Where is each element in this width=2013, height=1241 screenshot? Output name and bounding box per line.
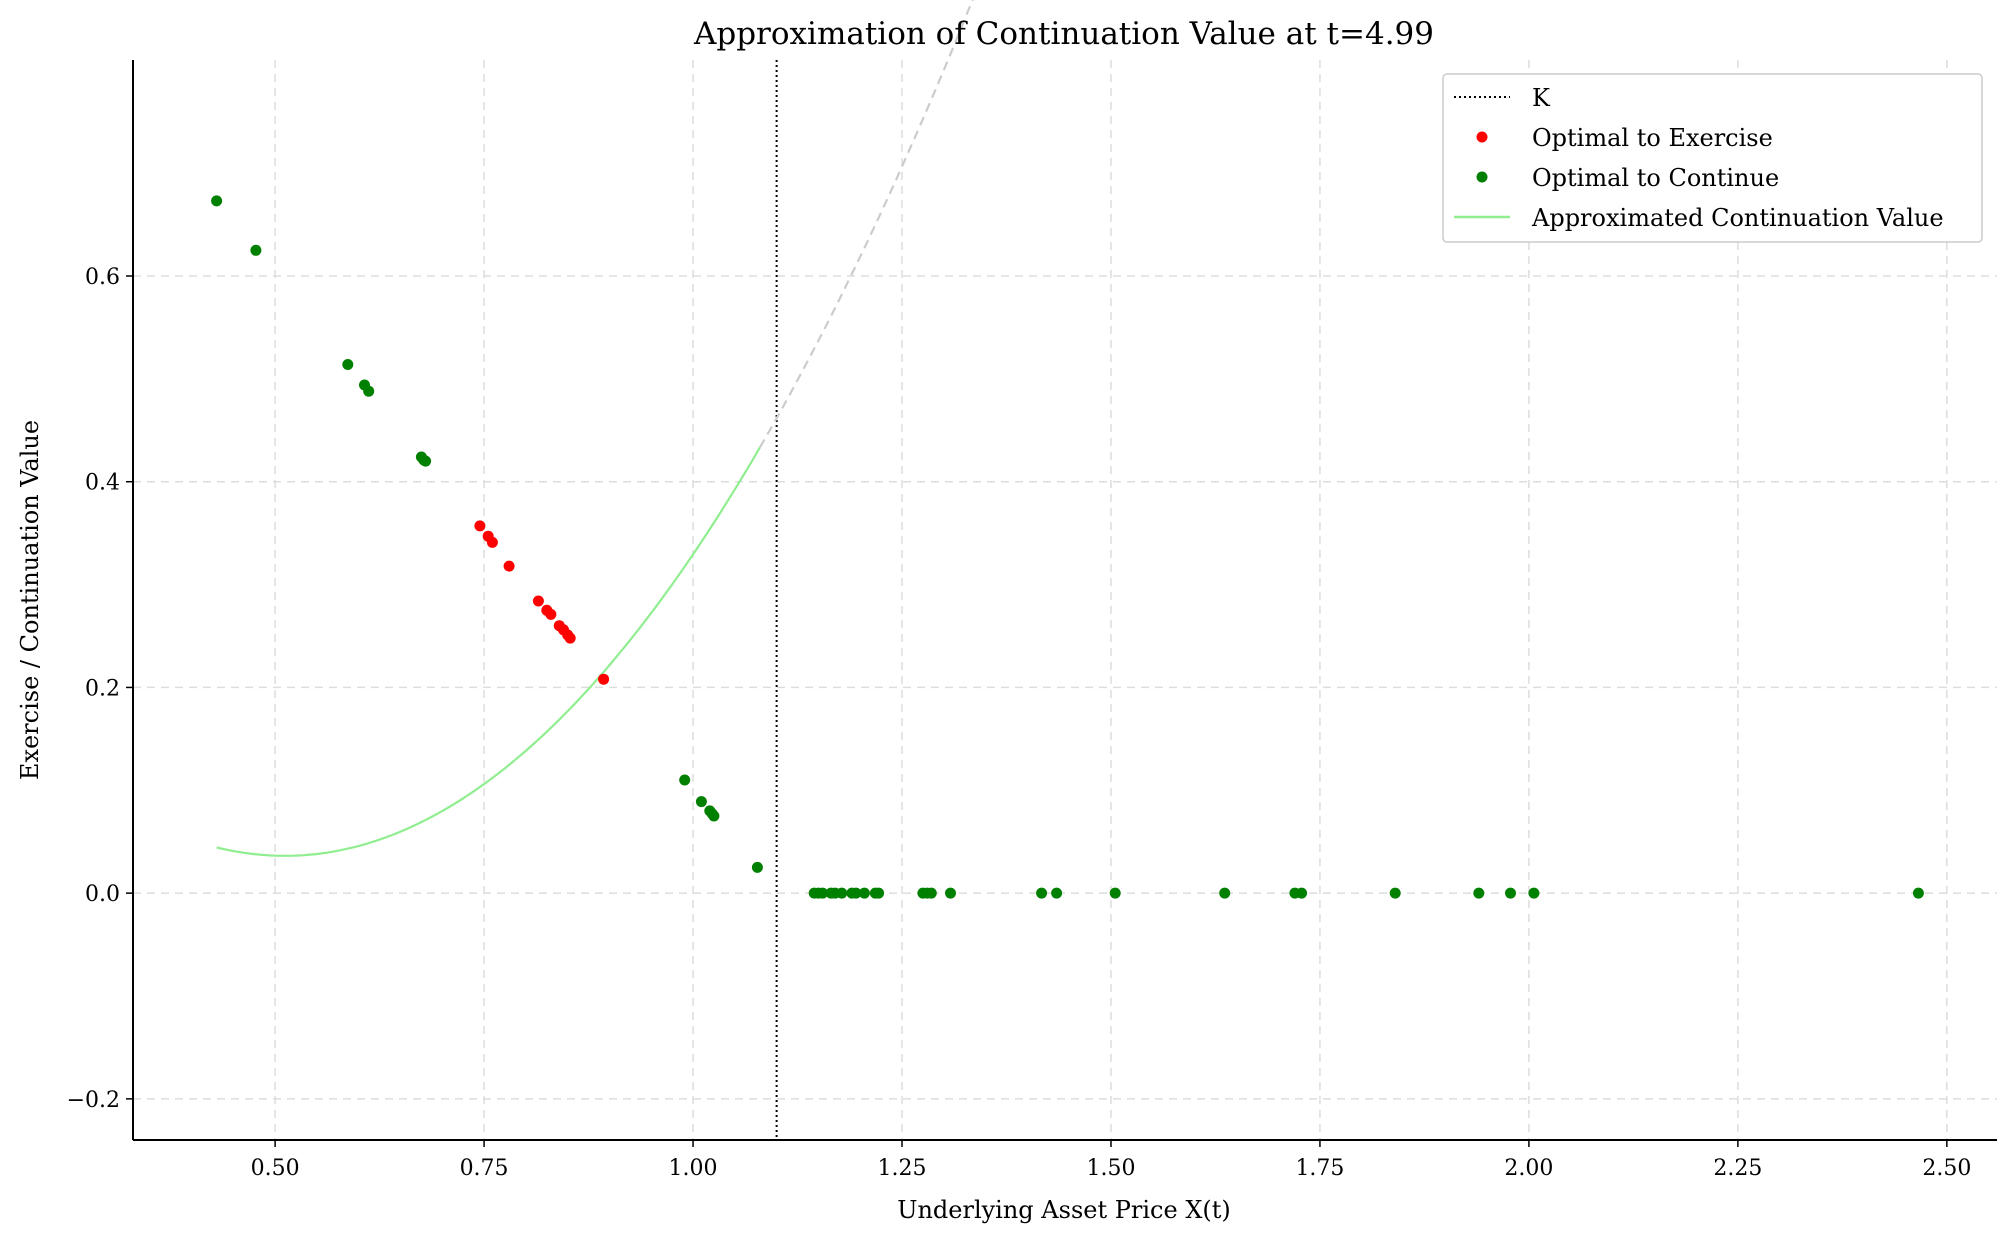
- y-tick-label: 0.0: [85, 882, 120, 907]
- y-axis-label: Exercise / Continuation Value: [16, 420, 44, 780]
- exercise-point: [598, 673, 610, 685]
- legend: K Optimal to Exercise Optimal to Continu…: [1442, 73, 1983, 243]
- continue-point: [925, 887, 937, 899]
- legend-continue-label: Optimal to Continue: [1532, 164, 1779, 192]
- continue-point: [1036, 887, 1048, 899]
- x-tick-label: 0.75: [460, 1156, 509, 1181]
- exercise-point: [474, 520, 486, 532]
- axes: [132, 60, 1997, 1141]
- exercise-point: [503, 560, 515, 572]
- x-tick-label: 2.50: [1922, 1156, 1971, 1181]
- legend-k-label: K: [1532, 84, 1551, 112]
- continue-point: [695, 796, 707, 808]
- continue-point: [751, 861, 763, 873]
- x-tick-label: 0.50: [251, 1156, 300, 1181]
- legend-box: [1442, 73, 1983, 243]
- x-tick-label: 1.00: [669, 1156, 718, 1181]
- continue-point: [420, 455, 432, 467]
- continue-point: [1389, 887, 1401, 899]
- continue-point: [363, 385, 375, 397]
- chart-title: Approximation of Continuation Value at t…: [693, 16, 1434, 52]
- continue-point: [1473, 887, 1485, 899]
- x-tick-label: 2.25: [1713, 1156, 1762, 1181]
- continuation-curve-line: [216, 446, 761, 857]
- continue-point: [850, 887, 862, 899]
- continue-point: [1505, 887, 1516, 899]
- data-points: [211, 195, 1924, 899]
- legend-continue-swatch: [1476, 171, 1488, 183]
- curves: [216, 0, 974, 857]
- exercise-point: [564, 632, 576, 644]
- continue-point: [211, 195, 223, 207]
- x-tick-label: 2.00: [1504, 1156, 1553, 1181]
- legend-exercise-swatch: [1476, 131, 1488, 143]
- x-tick-label: 1.25: [878, 1156, 927, 1181]
- ticks: 0.50 0.75 1.00 1.25 1.50 1.75 2.00 2.25 2.50 −0.2…: [67, 265, 1972, 1181]
- legend-exercise-label: Optimal to Exercise: [1532, 124, 1773, 152]
- x-tick-label: 1.50: [1086, 1156, 1135, 1181]
- continue-point: [1528, 887, 1540, 899]
- x-axis-label: Underlying Asset Price X(t): [897, 1196, 1231, 1224]
- continue-point: [945, 887, 956, 899]
- grid-lines: [133, 60, 1997, 1140]
- y-tick-label: −0.2: [67, 1088, 120, 1113]
- continue-point: [1912, 887, 1924, 899]
- exercise-point: [486, 536, 498, 548]
- legend-curve-label: Approximated Continuation Value: [1531, 204, 1944, 232]
- continue-point: [342, 359, 354, 370]
- continue-point: [858, 887, 870, 899]
- y-tick-label: 0.6: [85, 265, 120, 290]
- y-tick-label: 0.4: [85, 471, 120, 496]
- continue-point: [1219, 887, 1231, 899]
- continue-point: [836, 887, 848, 899]
- continue-point: [1051, 887, 1063, 899]
- continue-point: [250, 244, 262, 256]
- continue-point: [679, 774, 691, 786]
- x-tick-label: 1.75: [1295, 1156, 1344, 1181]
- continue-point: [873, 887, 885, 899]
- continue-point: [1109, 887, 1121, 899]
- continue-point: [708, 810, 720, 822]
- exercise-point: [545, 608, 557, 620]
- continue-point: [817, 887, 829, 899]
- y-tick-label: 0.2: [85, 676, 120, 701]
- exercise-point: [532, 595, 544, 607]
- continue-point: [1296, 887, 1308, 899]
